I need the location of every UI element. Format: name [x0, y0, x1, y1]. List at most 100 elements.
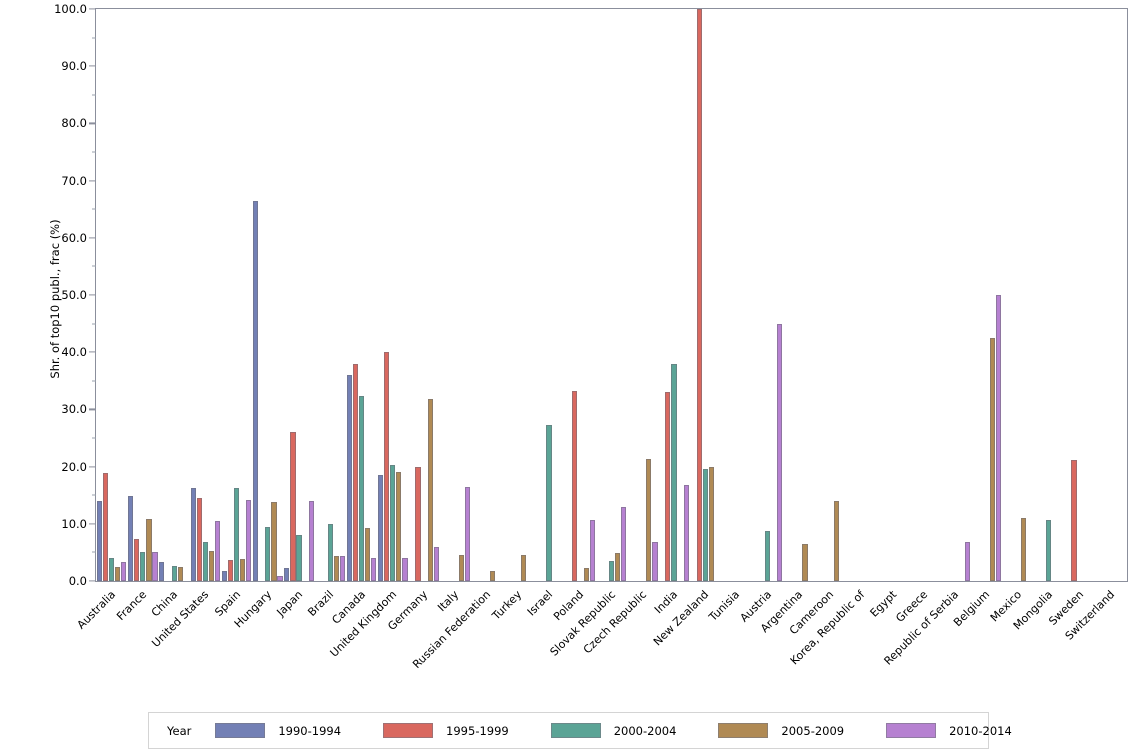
- legend-swatch: [718, 723, 769, 738]
- bar: [327, 523, 333, 581]
- bar: [396, 472, 402, 581]
- legend-item[interactable]: 2000-2004: [550, 723, 676, 738]
- bar: [433, 546, 439, 581]
- y-tick-mark: [89, 294, 96, 296]
- bar: [352, 363, 359, 581]
- bar: [765, 531, 771, 581]
- x-tick-label: India: [651, 588, 681, 617]
- bar: [702, 469, 708, 581]
- y-minor-tick-mark: [92, 94, 96, 96]
- bar: [171, 566, 177, 581]
- bar: [221, 570, 227, 581]
- y-tick-label: 0.0: [68, 574, 87, 588]
- y-tick-label: 60.0: [61, 230, 87, 245]
- bar: [571, 391, 577, 581]
- bar: [115, 566, 121, 581]
- y-minor-tick-mark: [92, 37, 96, 39]
- bar: [464, 486, 471, 581]
- bar: [128, 496, 134, 581]
- legend-item[interactable]: 1995-1999: [383, 723, 509, 738]
- bar: [152, 551, 158, 581]
- x-tick-label: Turkey: [489, 588, 524, 623]
- bar: [227, 560, 234, 581]
- legend-label: 2010-2014: [949, 723, 1012, 738]
- bar: [390, 465, 396, 581]
- y-tick-mark: [89, 237, 96, 239]
- legend-label: 2005-2009: [781, 723, 845, 738]
- y-tick-label: 10.0: [61, 516, 87, 531]
- y-tick-label: 90.0: [61, 59, 87, 74]
- bar: [652, 542, 658, 581]
- bar: [284, 567, 290, 581]
- x-tick-label: France: [113, 588, 150, 624]
- y-tick-mark: [89, 523, 96, 525]
- y-tick-mark: [89, 466, 96, 468]
- bar: [346, 375, 352, 581]
- bar: [190, 488, 196, 581]
- plot-area: 0.0 10.0 20.0 30.0 40.0 50.0 60.0 70.0 80.0 90.0 1…: [54, 2, 1128, 588]
- bar-series-container: [96, 9, 1127, 581]
- bar: [696, 9, 702, 581]
- bar: [964, 542, 970, 581]
- bar: [996, 295, 1002, 581]
- bar: [833, 500, 839, 581]
- y-minor-tick-mark: [92, 494, 96, 496]
- bar: [290, 432, 296, 581]
- bar: [339, 555, 346, 581]
- bar: [308, 500, 314, 581]
- bar: [358, 396, 365, 581]
- bar: [208, 551, 215, 581]
- bar: [134, 539, 140, 581]
- bar: [665, 392, 671, 581]
- legend-swatch: [550, 723, 601, 738]
- legend-swatch: [886, 723, 937, 738]
- bar: [146, 519, 152, 581]
- x-tick-label: Italy: [435, 588, 462, 615]
- y-minor-tick-mark: [92, 323, 96, 325]
- legend-title: Year: [167, 723, 192, 738]
- legend-label: 1990-1994: [278, 723, 342, 738]
- legend-item[interactable]: 2005-2009: [718, 723, 844, 738]
- legend-item[interactable]: 2010-2014: [886, 723, 1012, 738]
- bar: [384, 352, 390, 581]
- bar: [371, 558, 377, 581]
- bar: [196, 498, 202, 581]
- bar: [490, 571, 496, 581]
- y-tick-mark: [89, 408, 96, 410]
- bar: [202, 542, 208, 581]
- y-tick-label: 100.0: [54, 2, 87, 16]
- bar: [608, 560, 615, 581]
- bar: [427, 399, 433, 581]
- bar: [233, 488, 240, 581]
- y-tick-label: 70.0: [61, 173, 87, 188]
- bar: [277, 576, 283, 581]
- y-minor-tick-mark: [92, 208, 96, 210]
- x-axis-labels: Australia France China United States Spain Hu…: [74, 582, 1126, 702]
- legend-label: 1995-1999: [446, 723, 509, 738]
- bar: [265, 526, 271, 581]
- bar: [271, 501, 277, 581]
- y-minor-tick-mark: [92, 380, 96, 382]
- bar: [296, 535, 302, 581]
- y-tick-mark: [89, 65, 96, 67]
- y-tick-label: 80.0: [61, 116, 87, 131]
- y-minor-tick-mark: [92, 265, 96, 267]
- x-tick-label: Tunisia: [706, 588, 743, 624]
- legend-items: 1990-1994 1995-1999 2000-2004 2005-2009 2010…: [215, 723, 1053, 738]
- y-tick-mark: [89, 580, 96, 582]
- bar: [708, 466, 714, 581]
- bar: [246, 499, 252, 581]
- bar: [1021, 518, 1027, 581]
- y-minor-tick-mark: [92, 437, 96, 439]
- bar: [121, 562, 127, 581]
- bar: [240, 558, 246, 581]
- legend-item[interactable]: 1990-1994: [215, 723, 341, 738]
- y-tick-mark: [89, 8, 96, 10]
- bar: [546, 425, 552, 581]
- bar: [615, 552, 621, 581]
- legend: Year 1990-1994 1995-1999 2000-2004 2005-200…: [148, 712, 1012, 749]
- bar: [683, 485, 689, 581]
- bar: [583, 568, 589, 581]
- bar: [989, 337, 996, 581]
